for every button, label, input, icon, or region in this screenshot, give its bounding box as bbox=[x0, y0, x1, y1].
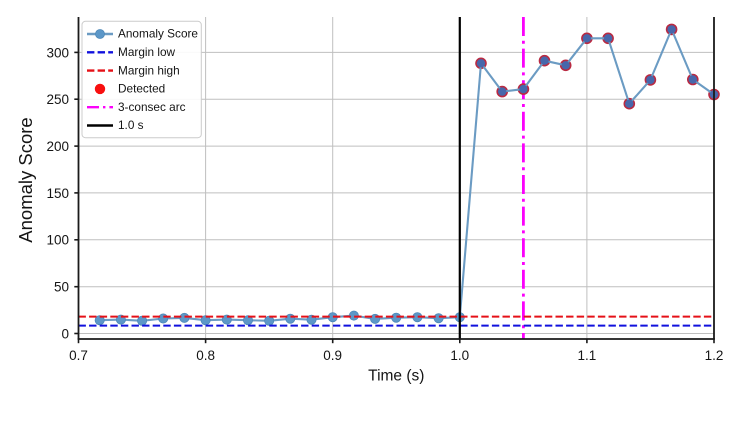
svg-text:150: 150 bbox=[46, 186, 69, 201]
svg-text:100: 100 bbox=[46, 233, 69, 248]
svg-text:1.0: 1.0 bbox=[450, 348, 469, 363]
svg-text:0.7: 0.7 bbox=[69, 348, 88, 363]
svg-text:1.1: 1.1 bbox=[578, 348, 597, 363]
svg-text:300: 300 bbox=[46, 45, 69, 60]
svg-text:250: 250 bbox=[46, 92, 69, 107]
svg-text:200: 200 bbox=[46, 139, 69, 154]
svg-text:Anomaly Score: Anomaly Score bbox=[118, 27, 198, 41]
svg-text:Anomaly Score: Anomaly Score bbox=[15, 117, 36, 242]
svg-text:Time (s): Time (s) bbox=[368, 367, 424, 384]
svg-text:Margin high: Margin high bbox=[118, 63, 180, 77]
svg-text:1.2: 1.2 bbox=[705, 348, 724, 363]
svg-text:0.8: 0.8 bbox=[196, 348, 215, 363]
svg-text:1.0 s: 1.0 s bbox=[118, 118, 144, 132]
svg-text:0: 0 bbox=[61, 326, 69, 341]
svg-text:Margin low: Margin low bbox=[118, 45, 176, 59]
svg-text:Detected: Detected bbox=[118, 82, 165, 96]
svg-text:50: 50 bbox=[54, 280, 69, 295]
svg-text:3-consec arc: 3-consec arc bbox=[118, 100, 186, 114]
svg-text:0.9: 0.9 bbox=[323, 348, 342, 363]
